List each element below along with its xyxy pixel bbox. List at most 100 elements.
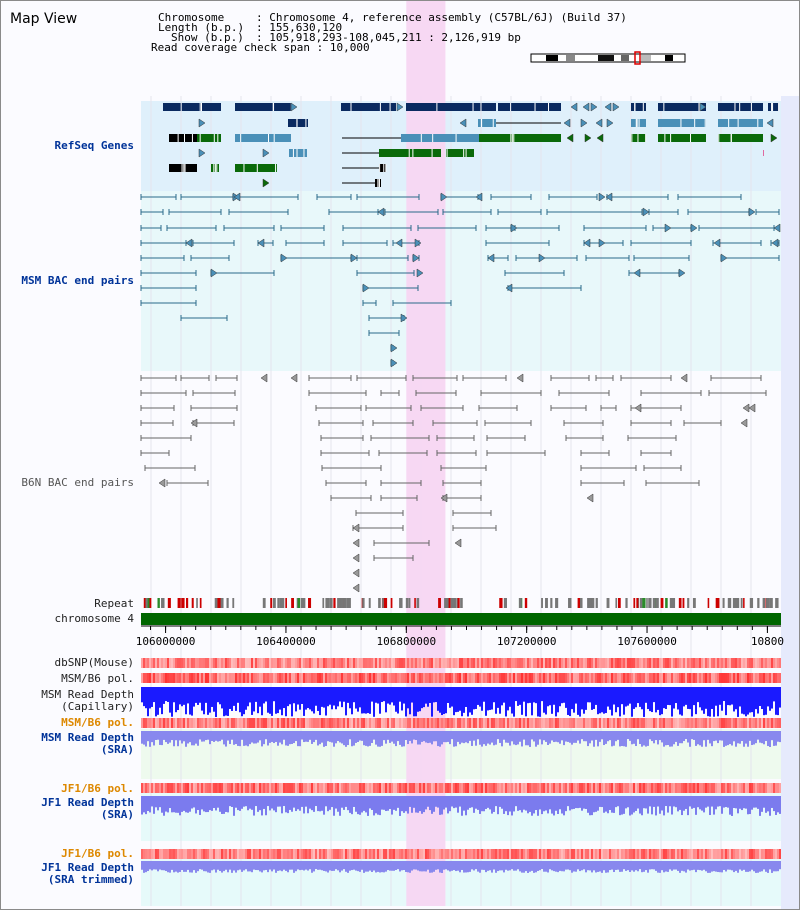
msm-depth-capillary-bar bbox=[597, 687, 599, 715]
msm-depth-capillary-bar bbox=[219, 687, 221, 705]
msm-b6-pol-sra-cell bbox=[629, 718, 631, 728]
jf1-b6-pol-cell bbox=[773, 783, 775, 793]
dbsnp-cell bbox=[583, 658, 585, 668]
jf1-depth-trimmed-bar bbox=[315, 861, 317, 870]
dbsnp-cell bbox=[709, 658, 711, 668]
jf1-depth-sra-bar bbox=[743, 796, 745, 809]
msm-b6-pol-cell bbox=[439, 673, 441, 683]
jf1-depth-trimmed-bar bbox=[459, 861, 461, 873]
jf1-depth-sra-bar bbox=[171, 796, 173, 813]
jf1-b6-pol-trimmed-cell bbox=[477, 849, 479, 859]
msm-depth-capillary-bar bbox=[759, 687, 761, 707]
refseq-gene-exon-gap bbox=[510, 103, 512, 111]
msm-b6-pol-cell bbox=[283, 673, 285, 683]
repeat-element bbox=[775, 598, 779, 608]
refseq-gene-exon-gap bbox=[690, 134, 692, 142]
jf1-depth-trimmed-bar bbox=[639, 861, 641, 870]
jf1-b6-pol-trimmed-cell bbox=[665, 849, 667, 859]
jf1-b6-pol-trimmed-cell bbox=[507, 849, 509, 859]
jf1-b6-pol-cell bbox=[593, 783, 595, 793]
jf1-b6-pol-cell bbox=[703, 783, 705, 793]
dbsnp-cell bbox=[365, 658, 367, 668]
msm-depth-capillary-bar bbox=[225, 687, 227, 716]
msm-depth-sra-bar bbox=[363, 731, 365, 746]
msm-depth-capillary-bar bbox=[359, 687, 361, 708]
msm-depth-sra-bar bbox=[753, 731, 755, 745]
msm-depth-sra-bar bbox=[149, 731, 151, 747]
msm-b6-pol-sra-cell bbox=[439, 718, 441, 728]
jf1-b6-pol-trimmed-cell bbox=[669, 849, 671, 859]
msm-b6-pol-sra-cell bbox=[535, 718, 537, 728]
repeat-element bbox=[591, 598, 595, 608]
jf1-depth-sra-bar bbox=[347, 796, 349, 811]
msm-b6-pol-cell bbox=[437, 673, 439, 683]
msm-depth-sra-bar bbox=[229, 731, 231, 745]
jf1-depth-trimmed-bar bbox=[175, 861, 177, 872]
jf1-depth-trimmed-bar bbox=[607, 861, 609, 873]
msm-b6-pol-sra-cell bbox=[181, 718, 183, 728]
msm-b6-pol-cell bbox=[405, 673, 407, 683]
msm-b6-pol-cell bbox=[623, 673, 625, 683]
jf1-depth-trimmed-bar bbox=[441, 861, 443, 873]
msm-b6-pol-cell bbox=[667, 673, 669, 683]
msm-depth-capillary-bar bbox=[147, 687, 149, 717]
msm-b6-pol-cell bbox=[541, 673, 543, 683]
refseq-gene-arrow bbox=[396, 102, 404, 112]
msm-depth-capillary-bar bbox=[729, 687, 731, 706]
msm-depth-sra-bar bbox=[723, 731, 725, 747]
jf1-b6-pol-cell bbox=[367, 783, 369, 793]
jf1-depth-sra-bar bbox=[595, 796, 597, 812]
jf1-depth-trimmed-bar bbox=[243, 861, 245, 871]
msm-depth-sra-bar bbox=[151, 731, 153, 743]
jf1-b6-pol-trimmed-cell bbox=[571, 849, 573, 859]
dbsnp-cell bbox=[187, 658, 189, 668]
msm-depth-capillary-bar bbox=[611, 687, 613, 716]
jf1-b6-pol-trimmed-cell bbox=[171, 849, 173, 859]
jf1-depth-trimmed-bar bbox=[643, 861, 645, 872]
msm-b6-pol-cell bbox=[709, 673, 711, 683]
jf1-b6-pol-label: JF1/B6 pol. bbox=[61, 782, 134, 795]
jf1-depth-sra-bar bbox=[497, 796, 499, 815]
jf1-depth-trimmed-bar bbox=[351, 861, 353, 871]
msm-depth-capillary-bar bbox=[399, 687, 401, 702]
msm-b6-pol-sra-cell bbox=[745, 718, 747, 728]
jf1-b6-pol-cell bbox=[545, 783, 547, 793]
jf1-depth-sra-bar bbox=[167, 796, 169, 813]
msm-depth-capillary-bar bbox=[747, 687, 749, 715]
msm-depth-sra-bar bbox=[445, 731, 447, 743]
jf1-depth-trimmed-bar bbox=[727, 861, 729, 870]
msm-b6-pol-sra-cell bbox=[283, 718, 285, 728]
dbsnp-cell bbox=[271, 658, 273, 668]
jf1-depth-sra-bar bbox=[685, 796, 687, 809]
jf1-b6-pol-cell bbox=[561, 783, 563, 793]
msm-b6-pol-cell bbox=[225, 673, 227, 683]
dbsnp-cell bbox=[203, 658, 205, 668]
jf1-b6-pol-cell bbox=[251, 783, 253, 793]
msm-depth-capillary-bar bbox=[695, 687, 697, 715]
jf1-b6-pol-cell bbox=[761, 783, 763, 793]
msm-depth-capillary-bar bbox=[309, 687, 311, 710]
msm-depth-capillary-bar bbox=[675, 687, 677, 704]
jf1-depth-sra-bar bbox=[693, 796, 695, 808]
jf1-depth-trimmed-bar bbox=[205, 861, 207, 872]
jf1-b6-pol-trimmed-cell bbox=[433, 849, 435, 859]
jf1-depth-trimmed-bar bbox=[511, 861, 513, 870]
msm-b6-pol-cell bbox=[559, 673, 561, 683]
msm-depth-sra-bar bbox=[573, 731, 575, 743]
jf1-depth-sra-bar bbox=[153, 796, 155, 814]
msm-b6-pol-sra-cell bbox=[659, 718, 661, 728]
jf1-depth-trimmed-bar bbox=[579, 861, 581, 872]
jf1-depth-trimmed-bar bbox=[385, 861, 387, 872]
msm-depth-sra-bar bbox=[589, 731, 591, 744]
jf1-b6-pol-cell bbox=[505, 783, 507, 793]
msm-depth-capillary-bar bbox=[275, 687, 277, 714]
jf1-depth-sra-bar bbox=[411, 796, 413, 813]
jf1-depth-trimmed-bar bbox=[355, 861, 357, 871]
refseq-gene-exon-gap bbox=[200, 103, 202, 111]
msm-depth-capillary-bar bbox=[655, 687, 657, 713]
dbsnp-cell bbox=[543, 658, 545, 668]
jf1-b6-pol-cell bbox=[213, 783, 215, 793]
refseq-gene bbox=[446, 149, 474, 157]
msm-depth-sra-bar bbox=[189, 731, 191, 743]
